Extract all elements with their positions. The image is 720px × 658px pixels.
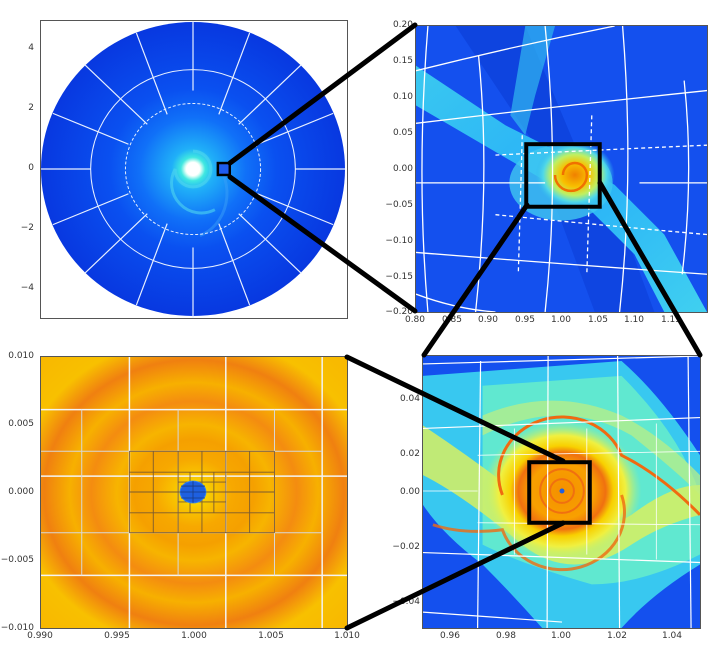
- ytick-d: −0.04: [392, 597, 420, 607]
- zoom-box-b: [524, 142, 602, 209]
- ytick-c: 0.010: [8, 351, 34, 361]
- xtick-b: 1.15: [660, 315, 682, 325]
- xtick-b: 0.90: [477, 315, 499, 325]
- ytick-d: 0.02: [399, 449, 420, 459]
- ytick-b: 0.05: [392, 128, 413, 138]
- planet-dot: [559, 488, 565, 494]
- panel-zoom-3: [40, 356, 348, 629]
- ytick-b: 0.10: [392, 92, 413, 102]
- xtick-d: 1.00: [550, 631, 572, 641]
- ytick-b: 0.15: [392, 56, 413, 66]
- ytick-b: 0.00: [392, 164, 413, 174]
- xtick-b: 1.00: [550, 315, 572, 325]
- xtick-c: 1.010: [334, 631, 360, 641]
- ytick-a: −4: [20, 283, 34, 293]
- ytick-c: −0.005: [0, 555, 34, 565]
- xtick-b: 0.95: [514, 315, 536, 325]
- zoom-1-heatmap: [416, 26, 707, 312]
- ytick-b: −0.05: [385, 200, 413, 210]
- ytick-a: 0: [28, 163, 34, 173]
- zoom-3-heatmap: [41, 357, 347, 628]
- xtick-c: 1.005: [258, 631, 284, 641]
- ytick-d: −0.02: [392, 542, 420, 552]
- panel-full-disk: [40, 20, 348, 319]
- xtick-d: 0.96: [439, 631, 461, 641]
- zoom-2-heatmap: [423, 356, 700, 628]
- xtick-d: 1.02: [606, 631, 628, 641]
- ytick-a: 2: [28, 103, 34, 113]
- ytick-c: 0.000: [8, 487, 34, 497]
- ytick-a: −2: [20, 223, 34, 233]
- panel-zoom-1: [415, 25, 708, 313]
- ytick-b: −0.10: [385, 236, 413, 246]
- xtick-b: 1.05: [587, 315, 609, 325]
- ytick-c: 0.005: [8, 419, 34, 429]
- ytick-b: 0.20: [392, 20, 413, 30]
- xtick-b: 1.10: [623, 315, 645, 325]
- xtick-d: 0.98: [495, 631, 517, 641]
- xtick-c: 0.990: [27, 631, 53, 641]
- xtick-b: 0.80: [404, 315, 426, 325]
- xtick-d: 1.04: [661, 631, 683, 641]
- zoom-box-a: [216, 161, 232, 177]
- xtick-c: 1.000: [181, 631, 207, 641]
- ytick-d: 0.00: [399, 487, 420, 497]
- xtick-b: 0.85: [441, 315, 463, 325]
- xtick-c: 0.995: [104, 631, 130, 641]
- ytick-d: 0.04: [399, 394, 420, 404]
- ytick-a: 4: [28, 43, 34, 53]
- full-disk-heatmap: [41, 21, 346, 318]
- panel-zoom-2: [422, 355, 701, 629]
- ytick-c: −0.010: [0, 623, 34, 633]
- ytick-b: −0.15: [385, 272, 413, 282]
